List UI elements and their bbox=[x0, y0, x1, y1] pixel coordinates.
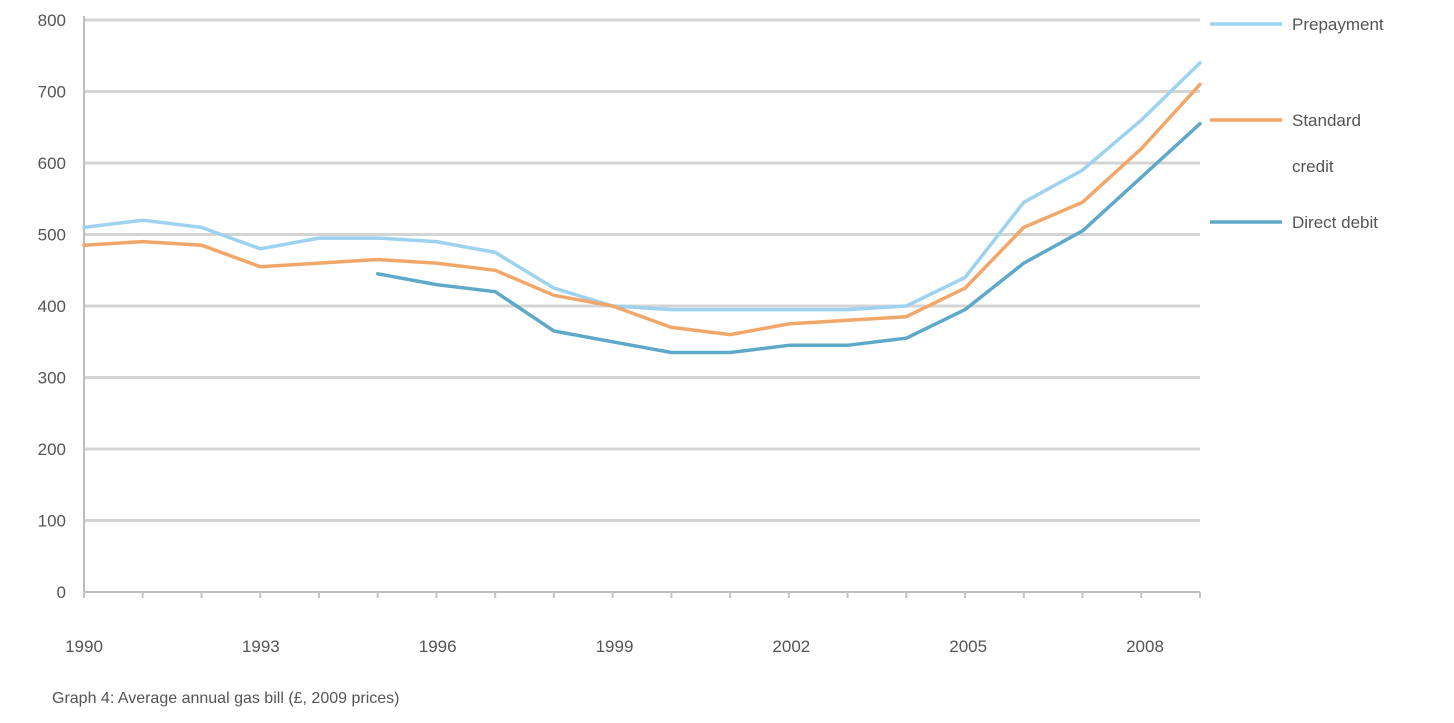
series-lines bbox=[82, 61, 1202, 355]
axes bbox=[83, 16, 1201, 598]
x-tick-label: 1999 bbox=[596, 637, 634, 656]
x-tick-labels: 1990 1993 1996 1999 2002 2005 2008 bbox=[65, 637, 1164, 656]
series-line-prepayment bbox=[82, 61, 1202, 312]
series-line-standard-credit bbox=[82, 82, 1202, 337]
y-tick-label: 500 bbox=[38, 226, 66, 245]
chart-caption: Graph 4: Average annual gas bill (£, 200… bbox=[52, 690, 400, 707]
y-tick-label: 300 bbox=[38, 369, 66, 388]
y-tick-labels: 0 100 200 300 400 500 600 700 800 bbox=[38, 11, 66, 602]
y-tick-label: 800 bbox=[38, 11, 66, 30]
x-tick-label: 1993 bbox=[242, 637, 280, 656]
x-tick-label: 2008 bbox=[1126, 637, 1164, 656]
x-tick-label: 2002 bbox=[772, 637, 810, 656]
legend: Prepayment Standard credit Direct debit bbox=[1210, 15, 1384, 232]
y-tick-label: 100 bbox=[38, 512, 66, 531]
legend-label-direct-debit: Direct debit bbox=[1292, 213, 1378, 232]
y-tick-label: 200 bbox=[38, 440, 66, 459]
legend-label-standard-credit-line2: credit bbox=[1292, 157, 1334, 176]
x-tick-label: 2005 bbox=[949, 637, 987, 656]
y-tick-label: 600 bbox=[38, 154, 66, 173]
x-tick-label: 1990 bbox=[65, 637, 103, 656]
x-tick-label: 1996 bbox=[419, 637, 457, 656]
series-line-direct-debit bbox=[375, 121, 1202, 355]
y-tick-label: 700 bbox=[38, 83, 66, 102]
y-tick-label: 0 bbox=[57, 583, 66, 602]
legend-label-prepayment: Prepayment bbox=[1292, 15, 1384, 34]
gridlines bbox=[84, 18, 1200, 522]
y-tick-label: 400 bbox=[38, 297, 66, 316]
legend-label-standard-credit: Standard bbox=[1292, 111, 1361, 130]
